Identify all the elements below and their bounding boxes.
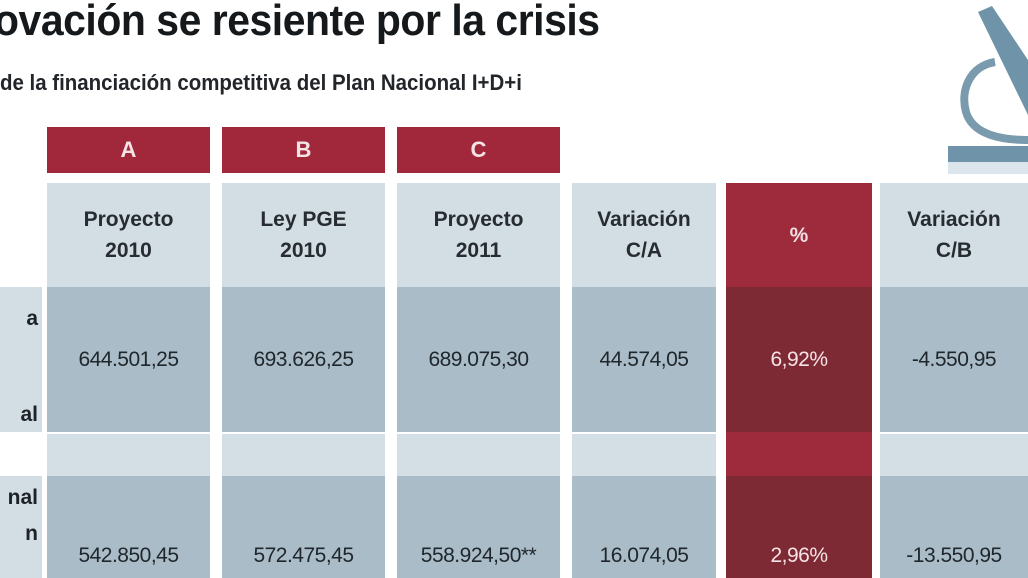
page-title: ovación se resiente por la crisis: [0, 0, 600, 45]
row-label-bg: [0, 476, 42, 578]
column-header-percent: %: [726, 183, 872, 287]
column-header-proyecto-2011: Proyecto 2011: [397, 183, 560, 287]
column-group-A: A: [47, 127, 210, 173]
row-gap: [222, 434, 385, 476]
column-group-B: B: [222, 127, 385, 173]
row-gap: [397, 434, 560, 476]
column-header-ley-pge-2010: Ley PGE 2010: [222, 183, 385, 287]
table-cell: 572.475,45: [222, 476, 385, 578]
row-gap: [726, 432, 872, 476]
row-gap: [880, 434, 1028, 476]
table-cell: -13.550,95: [880, 476, 1028, 578]
table-cell: 644.501,25: [47, 287, 210, 432]
column-header-proyecto-2010: Proyecto 2010: [47, 183, 210, 287]
column-header-variacion-ca: Variación C/A: [572, 183, 716, 287]
table-cell: 542.850,45: [47, 476, 210, 578]
row-label: a al: [20, 307, 38, 426]
table-cell: 693.626,25: [222, 287, 385, 432]
row-label-bg: [0, 287, 42, 432]
table-cell-percent: 6,92%: [726, 287, 872, 432]
page-subtitle: de la financiación competitiva del Plan …: [0, 70, 522, 95]
table-cell: 689.075,30: [397, 287, 560, 432]
row-gap: [47, 434, 210, 476]
row-label: nal n: [7, 486, 38, 545]
column-header-variacion-cb: Variación C/B: [880, 183, 1028, 287]
microscope-icon: [948, 6, 1028, 174]
table-cell: -4.550,95: [880, 287, 1028, 432]
table-cell-percent: 2,96%: [726, 476, 872, 578]
table-cell: 558.924,50**: [397, 476, 560, 578]
table-cell: 16.074,05: [572, 476, 716, 578]
row-gap: [572, 434, 716, 476]
table-cell: 44.574,05: [572, 287, 716, 432]
column-group-C: C: [397, 127, 560, 173]
